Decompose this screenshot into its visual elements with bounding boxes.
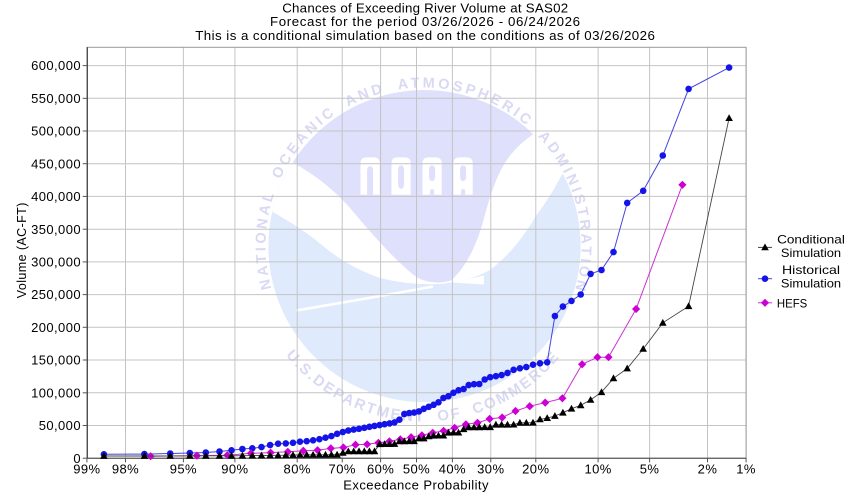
svg-text:Forecast for the period 03/26/: Forecast for the period 03/26/2026 - 06/… [270,14,581,29]
svg-text:HEFS: HEFS [777,296,807,310]
svg-text:70%: 70% [329,462,356,477]
svg-text:20%: 20% [522,462,549,477]
svg-text:Simulation: Simulation [781,277,841,291]
svg-text:50%: 50% [403,462,430,477]
svg-text:0: 0 [73,451,81,466]
svg-text:99%: 99% [73,462,100,477]
svg-text:1%: 1% [736,462,756,477]
svg-text:Chances of Exceeding River Vol: Chances of Exceeding River Volume at SAS… [282,1,568,16]
svg-text:400,000: 400,000 [31,189,81,204]
svg-text:450,000: 450,000 [31,156,81,171]
svg-text:60%: 60% [367,462,394,477]
svg-text:550,000: 550,000 [31,91,81,106]
svg-text:350,000: 350,000 [31,222,81,237]
svg-text:500,000: 500,000 [31,124,81,139]
svg-text:90%: 90% [221,462,248,477]
svg-text:250,000: 250,000 [31,287,81,302]
svg-text:Volume (AC-FT): Volume (AC-FT) [14,202,29,298]
svg-text:50,000: 50,000 [39,418,81,433]
svg-text:10%: 10% [584,462,611,477]
svg-text:Conditional: Conditional [777,233,845,247]
svg-text:This is a conditional simulati: This is a conditional simulation based o… [195,28,655,43]
svg-text:80%: 80% [284,462,311,477]
svg-text:300,000: 300,000 [31,255,81,270]
svg-text:150,000: 150,000 [31,353,81,368]
svg-text:600,000: 600,000 [31,58,81,73]
svg-text:Simulation: Simulation [781,246,841,260]
svg-text:Exceedance Probability: Exceedance Probability [343,477,489,492]
svg-text:200,000: 200,000 [31,320,81,335]
svg-text:Historical: Historical [782,263,840,277]
svg-text:2%: 2% [698,462,718,477]
svg-text:40%: 40% [439,462,466,477]
svg-text:100,000: 100,000 [31,385,81,400]
svg-text:5%: 5% [640,462,660,477]
svg-text:30%: 30% [477,462,504,477]
svg-text:95%: 95% [170,462,197,477]
svg-text:98%: 98% [112,462,139,477]
